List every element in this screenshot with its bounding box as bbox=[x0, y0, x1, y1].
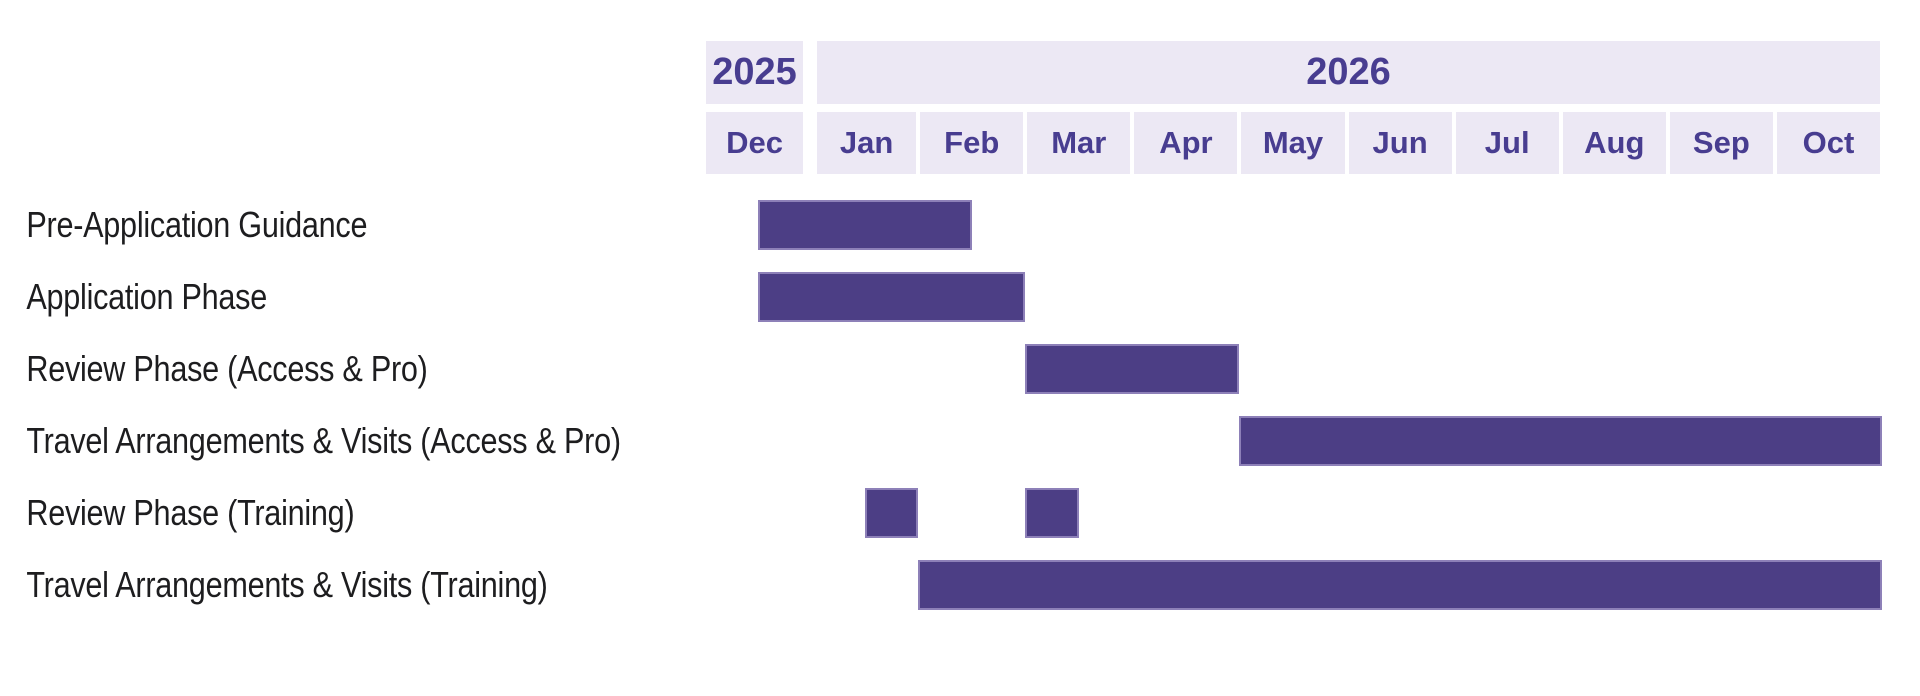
year-cells: 2025 2026 bbox=[704, 41, 1882, 104]
year-cell-2025: 2025 bbox=[706, 41, 804, 104]
gantt-chart: 2025 2026 Dec Jan Feb Mar Apr May Jun Jul Aug Sep O… bbox=[0, 41, 1882, 621]
task-label-text: Pre-Application Guidance bbox=[26, 204, 368, 245]
task-bar-area bbox=[704, 405, 1882, 477]
task-row: Review Phase (Training) bbox=[0, 477, 1882, 549]
gantt-bar bbox=[918, 560, 1882, 610]
gantt-bar bbox=[757, 200, 972, 250]
year-cell-2026: 2026 bbox=[817, 41, 1880, 104]
task-label-text: Travel Arrangements & Visits (Access & P… bbox=[26, 420, 621, 461]
month-cell-jun: Jun bbox=[1348, 112, 1452, 174]
task-label-text: Review Phase (Access & Pro) bbox=[26, 348, 428, 389]
task-row: Review Phase (Access & Pro) bbox=[0, 333, 1882, 405]
task-bar-area bbox=[704, 261, 1882, 333]
month-cell-jul: Jul bbox=[1455, 112, 1559, 174]
month-cell-may: May bbox=[1241, 112, 1345, 174]
task-row: Pre-Application Guidance bbox=[0, 189, 1882, 261]
task-label: Travel Arrangements & Visits (Training) bbox=[0, 549, 704, 621]
task-rows: Pre-Application Guidance Application Phas… bbox=[0, 189, 1882, 621]
gantt-bar bbox=[1025, 344, 1240, 394]
task-bar-area bbox=[704, 333, 1882, 405]
gantt-bar bbox=[1025, 488, 1079, 538]
task-bar-area bbox=[704, 189, 1882, 261]
month-cell-mar: Mar bbox=[1027, 112, 1131, 174]
task-row: Travel Arrangements & Visits (Training) bbox=[0, 549, 1882, 621]
year-header-gutter bbox=[0, 41, 704, 104]
month-cell-apr: Apr bbox=[1134, 112, 1238, 174]
task-label-text: Application Phase bbox=[26, 276, 267, 317]
task-bar-area bbox=[704, 477, 1882, 549]
task-row: Travel Arrangements & Visits (Access & P… bbox=[0, 405, 1882, 477]
month-cell-sep: Sep bbox=[1669, 112, 1773, 174]
month-header-gutter bbox=[0, 112, 704, 174]
task-label: Review Phase (Access & Pro) bbox=[0, 333, 704, 405]
month-cell-oct: Oct bbox=[1776, 112, 1880, 174]
task-label: Travel Arrangements & Visits (Access & P… bbox=[0, 405, 704, 477]
task-bar-area bbox=[704, 549, 1882, 621]
gantt-bar bbox=[1239, 416, 1882, 466]
month-cells: Dec Jan Feb Mar Apr May Jun Jul Aug Sep Oct bbox=[704, 112, 1882, 174]
task-label-text: Travel Arrangements & Visits (Training) bbox=[26, 564, 548, 605]
task-label-text: Review Phase (Training) bbox=[26, 492, 355, 533]
task-row: Application Phase bbox=[0, 261, 1882, 333]
year-header-row: 2025 2026 bbox=[0, 41, 1882, 104]
task-label: Application Phase bbox=[0, 261, 704, 333]
task-label: Review Phase (Training) bbox=[0, 477, 704, 549]
gantt-bar bbox=[757, 272, 1026, 322]
task-label: Pre-Application Guidance bbox=[0, 189, 704, 261]
month-cell-dec: Dec bbox=[706, 112, 804, 174]
month-header-row: Dec Jan Feb Mar Apr May Jun Jul Aug Sep Oct bbox=[0, 112, 1882, 174]
month-cell-feb: Feb bbox=[920, 112, 1024, 174]
gantt-bar bbox=[864, 488, 919, 538]
month-cell-aug: Aug bbox=[1562, 112, 1666, 174]
month-cell-jan: Jan bbox=[817, 112, 917, 174]
